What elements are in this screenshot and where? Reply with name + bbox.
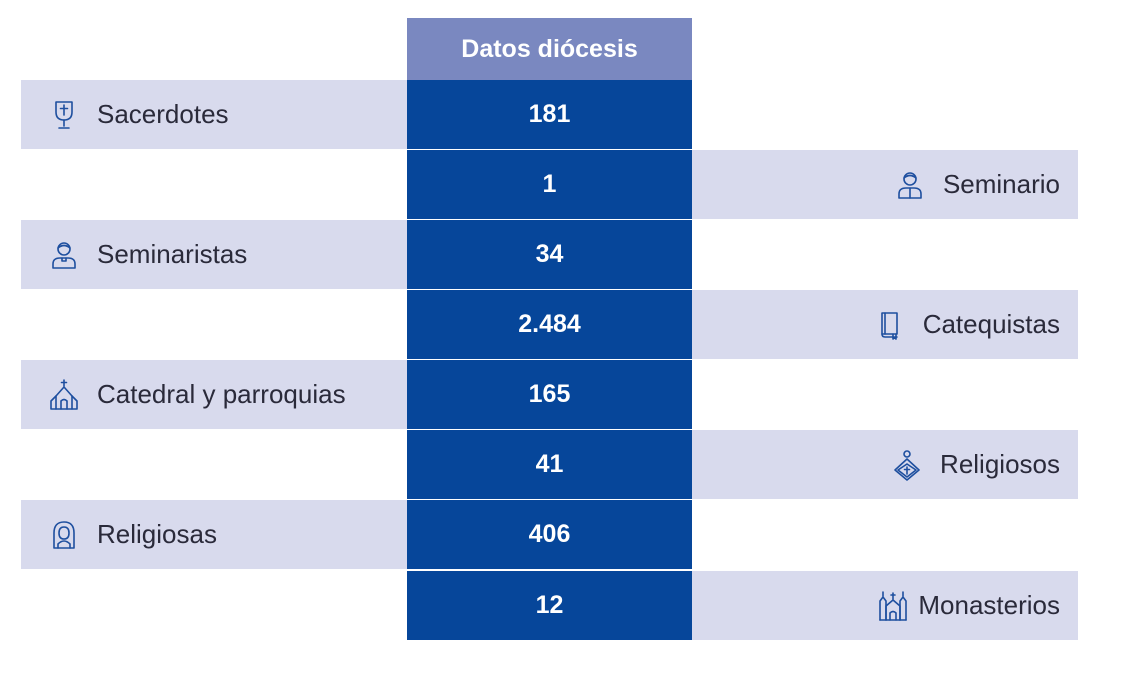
label-cell-sacerdotes: Sacerdotes	[21, 80, 407, 149]
seminarian-icon	[49, 239, 79, 271]
label-cell-catequistas: Catequistas	[692, 290, 1078, 359]
person-icon	[895, 169, 925, 201]
label-cell-religiosos: Religiosos	[692, 430, 1078, 499]
value-text: 34	[535, 240, 564, 268]
value-text: 41	[535, 450, 564, 478]
label-text: Seminario	[942, 169, 1060, 199]
value-cell-religiosos: 41	[407, 430, 692, 499]
chalice-icon	[49, 99, 79, 131]
value-cell-catedral-parroquias: 165	[407, 360, 692, 429]
church-icon	[49, 378, 79, 411]
value-cell-religiosas: 406	[407, 500, 692, 569]
label-cell-catedral-parroquias: Catedral y parroquias	[21, 360, 407, 429]
label-text: Catedral y parroquias	[97, 379, 346, 409]
value-text: 165	[528, 380, 571, 408]
header-title: Datos diócesis	[461, 34, 638, 63]
label-cell-seminario: Seminario	[692, 150, 1078, 219]
value-text: 1	[542, 170, 557, 198]
table-header: Datos diócesis	[407, 18, 692, 80]
value-text: 2.484	[518, 310, 581, 338]
religious-icon	[892, 449, 922, 481]
label-text: Catequistas	[922, 309, 1060, 339]
monastery-icon	[878, 590, 908, 622]
value-text: 181	[528, 100, 571, 128]
label-cell-monasterios: Monasterios	[692, 571, 1078, 640]
value-text: 12	[535, 591, 564, 619]
value-cell-catequistas: 2.484	[407, 290, 692, 359]
label-cell-seminaristas: Seminaristas	[21, 220, 407, 289]
label-text: Religiosos	[940, 449, 1060, 479]
label-cell-religiosas: Religiosas	[21, 500, 407, 569]
nun-icon	[49, 519, 79, 551]
value-cell-sacerdotes: 181	[407, 80, 692, 149]
value-cell-monasterios: 12	[407, 571, 692, 640]
value-cell-seminaristas: 34	[407, 220, 692, 289]
book-icon	[875, 309, 905, 341]
value-cell-seminario: 1	[407, 150, 692, 219]
label-text: Sacerdotes	[97, 99, 229, 129]
value-text: 406	[528, 520, 571, 548]
label-text: Monasterios	[918, 590, 1060, 620]
label-text: Seminaristas	[97, 239, 248, 269]
label-text: Religiosas	[97, 519, 217, 549]
